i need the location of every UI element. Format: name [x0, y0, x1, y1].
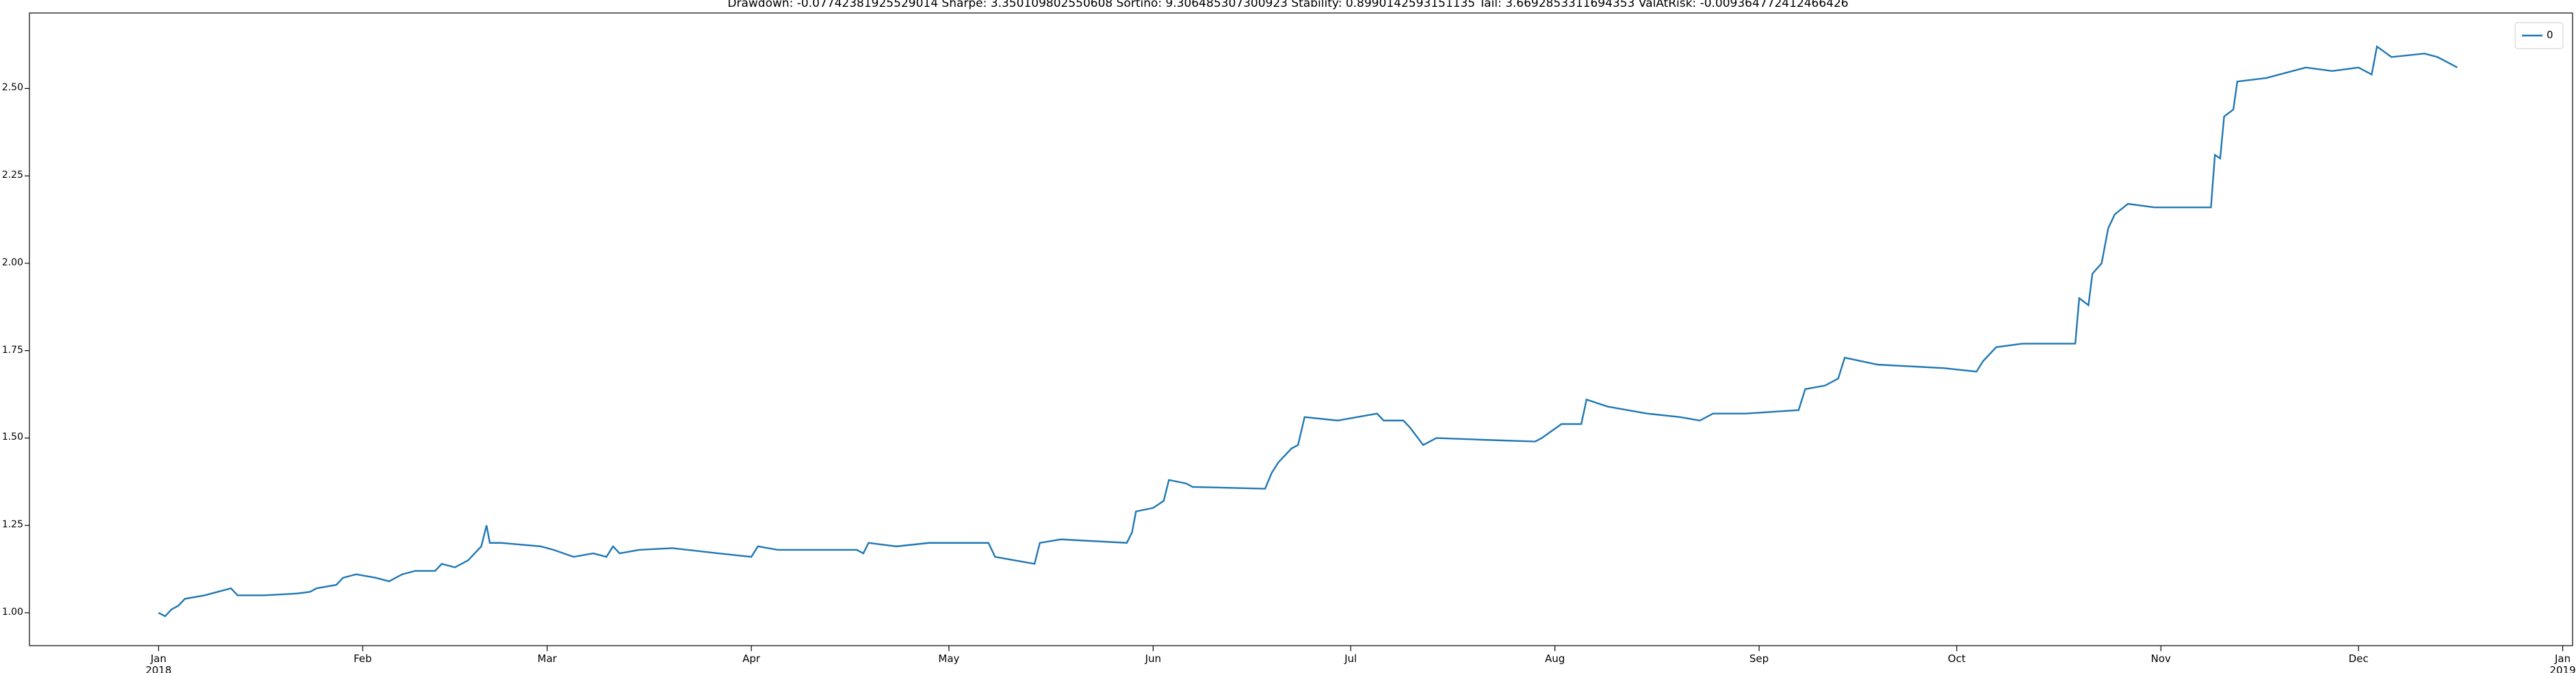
y-tick-label: 2.50 [1, 82, 23, 94]
y-tick-label: 1.00 [1, 606, 23, 618]
x-tick-label: Dec [2348, 652, 2369, 665]
x-tick-label: Jan 2019 [2549, 652, 2576, 673]
y-tick-label: 2.25 [1, 170, 23, 181]
x-tick-label: Nov [2150, 652, 2171, 665]
x-tick-label: Jan 2018 [145, 652, 172, 673]
y-tick-label: 1.75 [1, 344, 23, 356]
chart-title: Drawdown: -0.07742381925529014 Sharpe: 3… [727, 0, 1849, 10]
x-tick-label: May [938, 652, 960, 665]
y-tick-label: 1.25 [1, 519, 23, 531]
plot-frame [29, 12, 2573, 646]
x-tick-label: Oct [1947, 652, 1966, 665]
x-tick-label: Aug [1544, 652, 1565, 665]
line-series [158, 44, 2458, 618]
y-tick-label: 1.50 [1, 432, 23, 443]
x-tick-label: Feb [353, 652, 372, 665]
x-tick-label: Sep [1749, 652, 1769, 665]
x-tick-label: Apr [742, 652, 761, 665]
y-tick-label: 2.00 [1, 256, 23, 268]
x-tick-label: Jun [1145, 652, 1162, 665]
legend-label: 0 [2547, 29, 2553, 41]
x-tick-label: Jul [1344, 652, 1357, 665]
x-tick-label: Mar [537, 652, 557, 665]
